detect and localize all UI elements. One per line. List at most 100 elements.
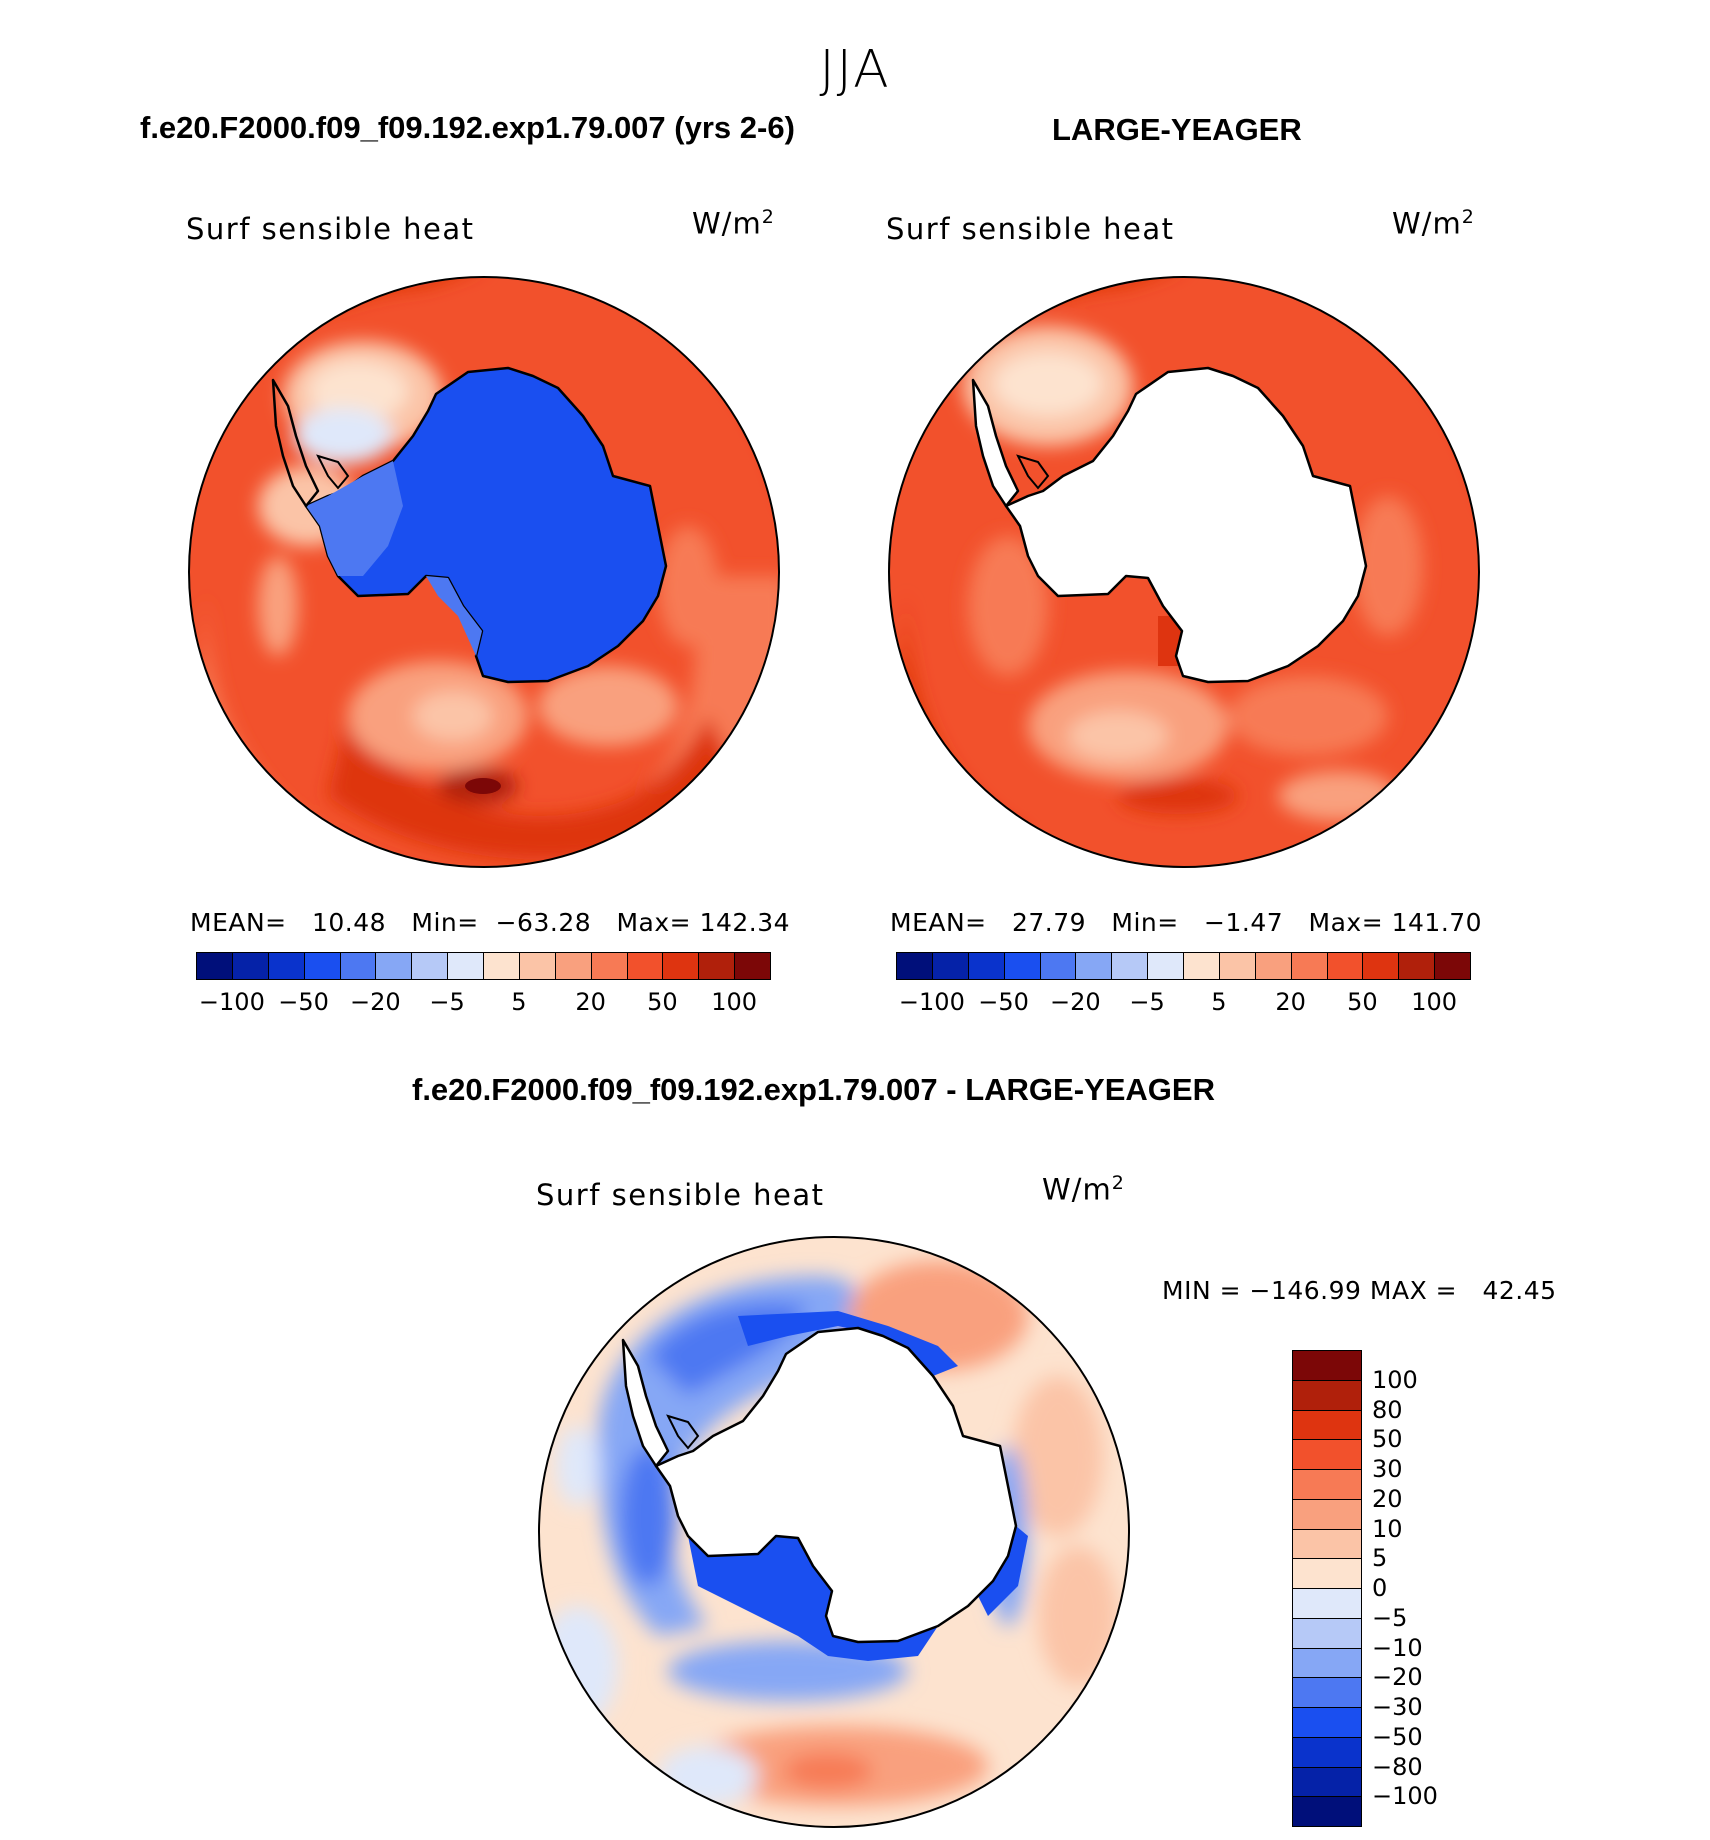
colorbar-tick-label: −5 (1372, 1603, 1408, 1632)
colorbar-tick-label: −50 (1372, 1722, 1423, 1751)
colorbar-swatch (896, 952, 933, 980)
obs-units-label: W/m2 (1392, 206, 1475, 241)
colorbar-tick-label: −5 (1129, 988, 1165, 1016)
model-units-label: W/m2 (692, 206, 775, 241)
colorbar-tick-label: −100 (898, 988, 965, 1016)
colorbar-swatch (1218, 952, 1256, 980)
colorbar-swatch (1292, 1588, 1362, 1619)
colorbar-tick-label: 20 (1275, 988, 1306, 1016)
colorbar-tick-label: 20 (1372, 1484, 1403, 1513)
colorbar-swatch (1292, 1707, 1362, 1738)
colorbar-swatch (1075, 952, 1113, 980)
colorbar-swatch (1292, 1350, 1362, 1381)
colorbar-swatch (1292, 1469, 1362, 1500)
model-colorbar-ticks: −100 −50 −20 −5 5 20 50 100 (196, 988, 770, 1018)
colorbar-swatch (231, 952, 269, 980)
colorbar-swatch (734, 952, 771, 980)
obs-colorbar-ticks: −100 −50 −20 −5 5 20 50 100 (896, 988, 1470, 1018)
obs-colorbar (896, 952, 1471, 980)
colorbar-swatch (931, 952, 969, 980)
colorbar-tick-label: 50 (1372, 1425, 1403, 1454)
colorbar-swatch (1292, 1558, 1362, 1589)
colorbar-tick-label: 5 (1372, 1544, 1388, 1573)
colorbar-swatch (196, 952, 233, 980)
colorbar-tick-label: 50 (1347, 988, 1378, 1016)
colorbar-tick-label: 10 (1372, 1514, 1403, 1543)
model-variable-label: Surf sensible heat (186, 212, 475, 246)
difference-variable-label: Surf sensible heat (536, 1178, 825, 1212)
colorbar-tick-label: 100 (1411, 988, 1458, 1016)
colorbar-tick-label: 5 (511, 988, 527, 1016)
colorbar-swatch (698, 952, 736, 980)
colorbar-tick-label: −30 (1372, 1693, 1423, 1721)
colorbar-swatch (483, 952, 520, 980)
model-case-title: f.e20.F2000.f09_f09.192.exp1.79.007 (yrs… (140, 110, 795, 145)
model-stats: MEAN= 10.48 Min= −63.28 Max= 142.34 (190, 908, 791, 937)
colorbar-swatch (1292, 1766, 1362, 1798)
colorbar-swatch (267, 952, 305, 980)
colorbar-swatch (1039, 952, 1077, 980)
colorbar-swatch (1183, 952, 1220, 980)
colorbar-swatch (1292, 1498, 1362, 1530)
colorbar-swatch (1111, 952, 1149, 980)
colorbar-swatch (1292, 1736, 1362, 1768)
colorbar-swatch (1292, 1677, 1362, 1708)
colorbar-tick-label: −50 (278, 988, 329, 1016)
colorbar-tick-label: 5 (1211, 988, 1227, 1016)
colorbar-swatch (1147, 952, 1184, 980)
colorbar-tick-label: 50 (647, 988, 678, 1016)
colorbar-swatch (554, 952, 592, 980)
colorbar-swatch (1292, 1647, 1362, 1679)
colorbar-swatch (1362, 952, 1400, 980)
colorbar-tick-label: −20 (1372, 1663, 1423, 1692)
difference-colorbar (1292, 1350, 1362, 1827)
colorbar-tick-label: −20 (1050, 988, 1101, 1016)
colorbar-swatch (1398, 952, 1436, 980)
difference-units-label: W/m2 (1042, 1172, 1125, 1207)
difference-colorbar-ticks: 100 80 50 30 20 10 5 0 −5 −10 −20 −30 −50 −80 −100 (1372, 1350, 1452, 1826)
colorbar-tick-label: −20 (350, 988, 401, 1016)
obs-polar-map (888, 276, 1480, 868)
difference-title: f.e20.F2000.f09_f09.192.exp1.79.007 - LA… (412, 1072, 1215, 1107)
colorbar-swatch (1292, 1379, 1362, 1411)
colorbar-tick-label: 100 (1372, 1365, 1418, 1394)
colorbar-swatch (1254, 952, 1292, 980)
colorbar-swatch (447, 952, 484, 980)
obs-stats: MEAN= 27.79 Min= −1.47 Max= 141.70 (890, 908, 1483, 937)
colorbar-swatch (1292, 1796, 1362, 1827)
colorbar-swatch (1434, 952, 1471, 980)
colorbar-tick-label: 80 (1372, 1395, 1403, 1424)
colorbar-tick-label: −100 (198, 988, 265, 1016)
colorbar-tick-label: −5 (429, 988, 465, 1016)
colorbar-tick-label: −80 (1372, 1752, 1423, 1781)
colorbar-tick-label: −10 (1372, 1633, 1423, 1662)
colorbar-swatch (1326, 952, 1364, 980)
colorbar-tick-label: 100 (711, 988, 758, 1016)
colorbar-swatch (303, 952, 341, 980)
colorbar-tick-label: −50 (978, 988, 1029, 1016)
colorbar-swatch (1292, 1439, 1362, 1470)
colorbar-swatch (662, 952, 700, 980)
difference-stats: MIN = −146.99 MAX = 42.45 (1162, 1276, 1557, 1305)
colorbar-swatch (590, 952, 628, 980)
colorbar-swatch (1292, 1528, 1362, 1560)
colorbar-tick-label: 20 (575, 988, 606, 1016)
colorbar-swatch (1292, 1617, 1362, 1649)
difference-polar-map (538, 1236, 1130, 1828)
colorbar-swatch (411, 952, 449, 980)
colorbar-tick-label: −100 (1372, 1782, 1438, 1811)
colorbar-swatch (1292, 1409, 1362, 1441)
colorbar-swatch (626, 952, 664, 980)
figure-title: JJA (819, 40, 891, 100)
colorbar-swatch (1290, 952, 1328, 980)
colorbar-swatch (1003, 952, 1041, 980)
obs-variable-label: Surf sensible heat (886, 212, 1175, 246)
model-polar-map (188, 276, 780, 868)
colorbar-swatch (375, 952, 413, 980)
model-colorbar (196, 952, 771, 980)
colorbar-tick-label: 0 (1372, 1574, 1388, 1602)
colorbar-swatch (967, 952, 1005, 980)
colorbar-tick-label: 30 (1372, 1455, 1403, 1483)
colorbar-swatch (518, 952, 556, 980)
obs-case-title: LARGE-YEAGER (1052, 112, 1302, 147)
